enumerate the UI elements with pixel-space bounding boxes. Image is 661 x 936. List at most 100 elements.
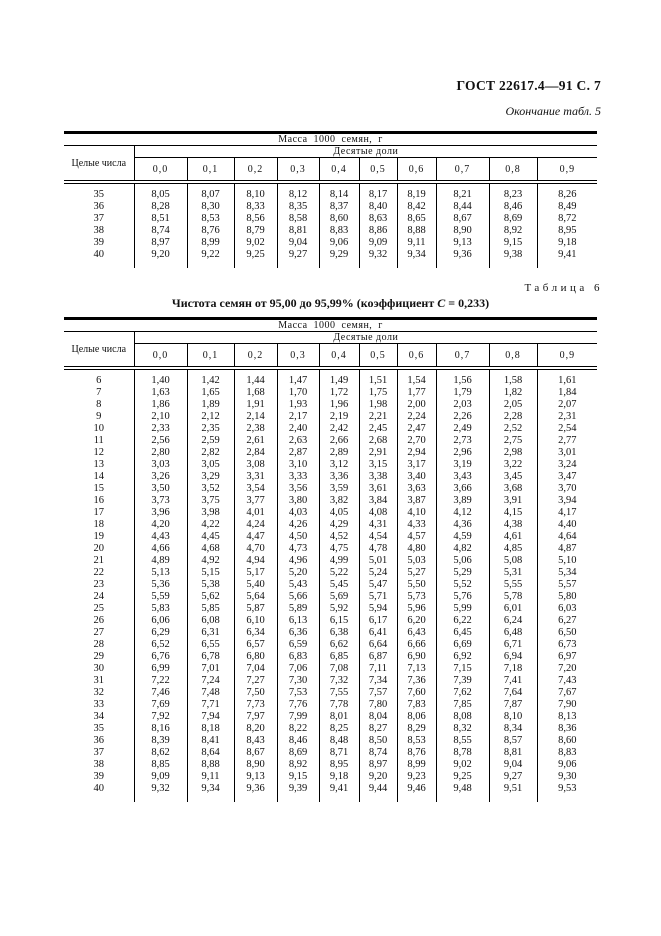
stub-cell	[358, 795, 397, 802]
value-cell: 1,72	[318, 387, 359, 399]
value-cell: 5,71	[358, 591, 397, 603]
value-cell: 5,85	[186, 603, 234, 615]
value-cell: 9,18	[318, 771, 359, 783]
value-cell: 6,31	[186, 627, 234, 639]
value-cell: 1,56	[435, 368, 489, 387]
stub-cell	[488, 261, 537, 268]
value-cell: 5,83	[133, 603, 187, 615]
stub-cell	[435, 261, 489, 268]
integer-cell: 30	[93, 663, 105, 674]
value-cell: 5,57	[536, 579, 598, 591]
value-cell: 6,08	[186, 615, 234, 627]
value-cell: 8,04	[358, 711, 397, 723]
value-cell: 7,97	[233, 711, 277, 723]
value-cell: 6,10	[233, 615, 277, 627]
value-cell: 8,16	[133, 723, 187, 735]
value-cell: 4,92	[186, 555, 234, 567]
value-cell: 2,33	[133, 423, 187, 435]
integer-cell: 37	[93, 213, 105, 224]
tenths-col-header: 0,9	[536, 157, 598, 184]
value-cell: 4,94	[233, 555, 277, 567]
table-row: 39 9,09 9,11 9,13 9,15 9,18 9,20 9,23 9,25 9,27 9,…	[64, 771, 598, 783]
value-cell: 9,15	[276, 771, 319, 783]
value-cell: 2,24	[396, 411, 436, 423]
value-cell: 9,25	[435, 771, 489, 783]
value-cell: 5,10	[536, 555, 598, 567]
value-cell: 5,55	[488, 579, 537, 591]
table-row: 34 7,92 7,94 7,97 7,99 8,01 8,04 8,06 8,08 8,10 8,…	[64, 711, 598, 723]
tenths-group-header: Десятые доли	[134, 331, 598, 344]
integer-cell: 39	[93, 237, 105, 248]
stub-cell	[276, 795, 319, 802]
value-cell: 3,50	[133, 483, 187, 495]
value-cell: 2,61	[233, 435, 277, 447]
table-row: 40 9,20 9,22 9,25 9,27 9,29 9,32 9,34 9,36 9,38 9,…	[64, 249, 598, 261]
table-row: 40 9,32 9,34 9,36 9,39 9,41 9,44 9,46 9,48 9,51 9,…	[64, 783, 598, 795]
value-cell: 3,68	[488, 483, 537, 495]
value-cell: 3,19	[435, 459, 489, 471]
value-cell: 5,94	[358, 603, 397, 615]
value-cell: 3,10	[276, 459, 319, 471]
value-cell: 2,49	[435, 423, 489, 435]
value-cell: 6,87	[358, 651, 397, 663]
value-cell: 5,27	[396, 567, 436, 579]
value-cell: 2,52	[488, 423, 537, 435]
value-cell: 1,47	[276, 368, 319, 387]
value-cell: 4,50	[276, 531, 319, 543]
value-cell: 7,48	[186, 687, 234, 699]
value-cell: 1,42	[186, 368, 234, 387]
value-cell: 1,70	[276, 387, 319, 399]
stub-cell	[233, 795, 277, 802]
value-cell: 6,36	[276, 627, 319, 639]
value-cell: 5,87	[233, 603, 277, 615]
value-cell: 8,13	[536, 711, 598, 723]
stub-cell	[64, 795, 134, 802]
table-row: 10 2,33 2,35 2,38 2,40 2,42 2,45 2,47 2,49 2,52 2,…	[64, 423, 598, 435]
value-cell: 2,91	[358, 447, 397, 459]
value-cell: 7,11	[358, 663, 397, 675]
stub-cell	[318, 261, 359, 268]
table-row: 19 4,43 4,45 4,47 4,50 4,52 4,54 4,57 4,59 4,61 4,…	[64, 531, 598, 543]
value-cell: 7,78	[318, 699, 359, 711]
value-cell: 9,32	[358, 249, 397, 261]
value-cell: 3,05	[186, 459, 234, 471]
integer-cell: 19	[93, 531, 105, 542]
value-cell: 5,01	[358, 555, 397, 567]
value-cell: 3,15	[358, 459, 397, 471]
value-cell: 8,99	[396, 759, 436, 771]
value-cell: 5,47	[358, 579, 397, 591]
value-cell: 5,24	[358, 567, 397, 579]
table-row: 16 3,73 3,75 3,77 3,80 3,82 3,84 3,87 3,89 3,91 3,…	[64, 495, 598, 507]
table-row: 17 3,96 3,98 4,01 4,03 4,05 4,08 4,10 4,12 4,15 4,…	[64, 507, 598, 519]
integer-cell: 17	[93, 507, 105, 518]
value-cell: 5,29	[435, 567, 489, 579]
value-cell: 5,40	[233, 579, 277, 591]
value-cell: 4,08	[358, 507, 397, 519]
value-cell: 9,11	[396, 237, 436, 249]
value-cell: 4,03	[276, 507, 319, 519]
table-row: 24 5,59 5,62 5,64 5,66 5,69 5,71 5,73 5,76 5,78 5,…	[64, 591, 598, 603]
value-cell: 6,90	[396, 651, 436, 663]
value-cell: 9,41	[536, 249, 598, 261]
value-cell: 7,71	[186, 699, 234, 711]
value-cell: 2,03	[435, 399, 489, 411]
value-cell: 6,55	[186, 639, 234, 651]
value-cell: 7,55	[318, 687, 359, 699]
value-cell: 3,03	[133, 459, 187, 471]
value-cell: 9,25	[233, 249, 277, 261]
value-cell: 8,97	[358, 759, 397, 771]
value-cell: 6,92	[435, 651, 489, 663]
value-cell: 3,38	[358, 471, 397, 483]
integer-cell: 23	[93, 579, 105, 590]
value-cell: 4,57	[396, 531, 436, 543]
value-cell: 8,63	[358, 213, 397, 225]
value-cell: 6,97	[536, 651, 598, 663]
value-cell: 1,58	[488, 368, 537, 387]
value-cell: 2,19	[318, 411, 359, 423]
integer-cell: 24	[93, 591, 105, 602]
value-cell: 5,34	[536, 567, 598, 579]
value-cell: 6,99	[133, 663, 187, 675]
value-cell: 7,53	[276, 687, 319, 699]
value-cell: 5,43	[276, 579, 319, 591]
